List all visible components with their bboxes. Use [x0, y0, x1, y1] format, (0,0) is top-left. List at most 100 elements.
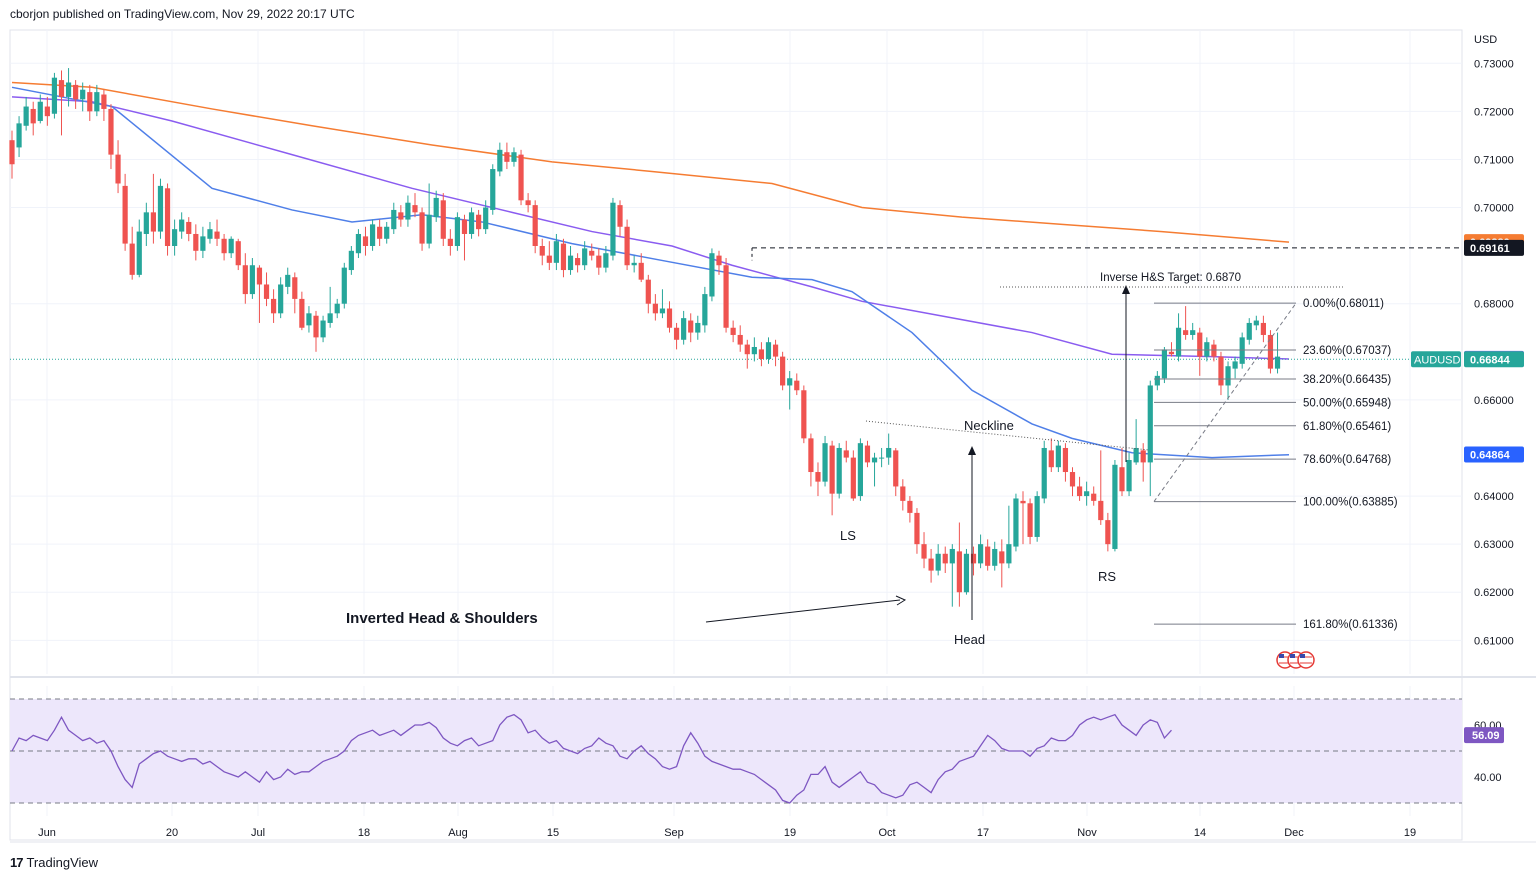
- price-labels: 0.692800.691610.66853AUDUSD0.668440.6486…: [1411, 234, 1524, 463]
- candle-body: [829, 445, 835, 494]
- candle-body: [320, 320, 326, 338]
- candle-body: [313, 315, 319, 338]
- candle-body: [999, 551, 1005, 564]
- candle-body: [624, 226, 630, 266]
- candle-body: [1006, 544, 1012, 564]
- candle-body: [886, 447, 892, 458]
- candle-body: [567, 255, 574, 271]
- rsi-last-tag: [1464, 727, 1504, 744]
- candle-body: [278, 284, 284, 314]
- price-tick-label: 0.62000: [1474, 587, 1514, 599]
- candle-body: [16, 123, 22, 148]
- rsi-line: [11, 713, 1172, 804]
- candle-body: [900, 486, 906, 501]
- candle-body: [306, 313, 312, 326]
- candle-body: [122, 185, 128, 244]
- candle-body: [1034, 496, 1040, 537]
- candle-body: [765, 342, 772, 360]
- tradingview-brand[interactable]: 17 TradingView: [10, 855, 98, 870]
- candle-body: [362, 236, 369, 246]
- candle-body: [942, 553, 948, 564]
- candle-body: [836, 447, 842, 494]
- candle-body: [553, 241, 559, 263]
- candle-body: [702, 294, 708, 326]
- candle-body: [504, 152, 510, 162]
- candle-body: [327, 313, 333, 323]
- price-tick-label: 0.70000: [1474, 203, 1514, 215]
- candle-body: [1218, 356, 1224, 386]
- candle-body: [94, 92, 100, 112]
- candle-body: [87, 92, 93, 112]
- candle-body: [864, 445, 871, 463]
- candle-body: [263, 284, 270, 299]
- candle-body: [193, 233, 199, 251]
- symbol-tag: [1411, 351, 1461, 368]
- candle-body: [37, 101, 43, 121]
- candle-body: [949, 548, 955, 564]
- candle-body: [893, 450, 899, 487]
- price-tag: [1464, 446, 1524, 463]
- candle-body: [1126, 460, 1132, 492]
- candle-body: [1190, 330, 1196, 335]
- candle-body: [666, 308, 673, 328]
- candle-body: [454, 217, 461, 246]
- candle-body: [235, 241, 241, 266]
- candle-body: [772, 344, 779, 357]
- candle-body: [723, 265, 729, 328]
- time-tick-label: Oct: [878, 827, 895, 839]
- candle-body: [688, 320, 694, 333]
- candle-body: [652, 303, 658, 314]
- candle-body: [1147, 385, 1153, 463]
- candle-body: [1204, 342, 1210, 357]
- candle-body: [51, 77, 58, 114]
- fib-level-label: 50.00%(0.65948): [1303, 397, 1391, 409]
- candle-body: [1041, 447, 1047, 499]
- fib-level-label: 0.00%(0.68011): [1303, 298, 1384, 310]
- candle-body: [483, 207, 489, 230]
- pattern-label: Inverted Head & Shoulders: [346, 610, 538, 627]
- price-tag: [1464, 351, 1524, 368]
- candle-body: [369, 224, 376, 246]
- time-tick-label: 20: [166, 827, 178, 839]
- candle-body: [914, 512, 920, 545]
- publish-info: cborjon published on TradingView.com, No…: [10, 7, 355, 21]
- sma200-line: [11, 81, 1290, 243]
- price-tag: [1464, 239, 1524, 256]
- currency-label: USD: [1474, 34, 1497, 46]
- candle-body: [744, 344, 750, 355]
- candle-body: [80, 89, 86, 100]
- price-tick-label: 0.73000: [1474, 58, 1514, 70]
- pattern-arrow-head: [895, 595, 907, 606]
- candle-body: [1048, 450, 1054, 468]
- candle-body: [150, 212, 156, 232]
- rsi-last-text: 56.09: [1472, 730, 1500, 742]
- head-label: Head: [954, 632, 985, 647]
- candle-body: [207, 229, 213, 239]
- candle-body: [1274, 356, 1281, 369]
- candle-body: [299, 298, 305, 328]
- candle-body: [751, 346, 757, 355]
- candle-body: [23, 106, 29, 126]
- candle-body: [419, 212, 425, 244]
- price-tick-label: 0.63000: [1474, 539, 1514, 551]
- candle-body: [391, 209, 397, 230]
- candle-body: [956, 551, 962, 593]
- candle-body: [1253, 320, 1259, 326]
- time-tick-label: 19: [1404, 827, 1416, 839]
- candle-body: [65, 82, 72, 97]
- candle-body: [1197, 332, 1203, 357]
- candle-body: [970, 553, 977, 564]
- candle-body: [1105, 520, 1111, 545]
- candle-body: [461, 219, 468, 234]
- neckline-label: Neckline: [964, 418, 1014, 433]
- candle-body: [695, 322, 701, 333]
- price-tag-text: 0.69161: [1470, 243, 1510, 255]
- fib-level-label: 78.60%(0.64768): [1303, 454, 1391, 466]
- candle-body: [977, 544, 984, 564]
- time-tick-label: 15: [547, 827, 559, 839]
- chart-frame: [9, 29, 1463, 841]
- candle-body: [787, 378, 793, 386]
- candle-body: [440, 200, 446, 239]
- sma50-line: [11, 86, 1290, 459]
